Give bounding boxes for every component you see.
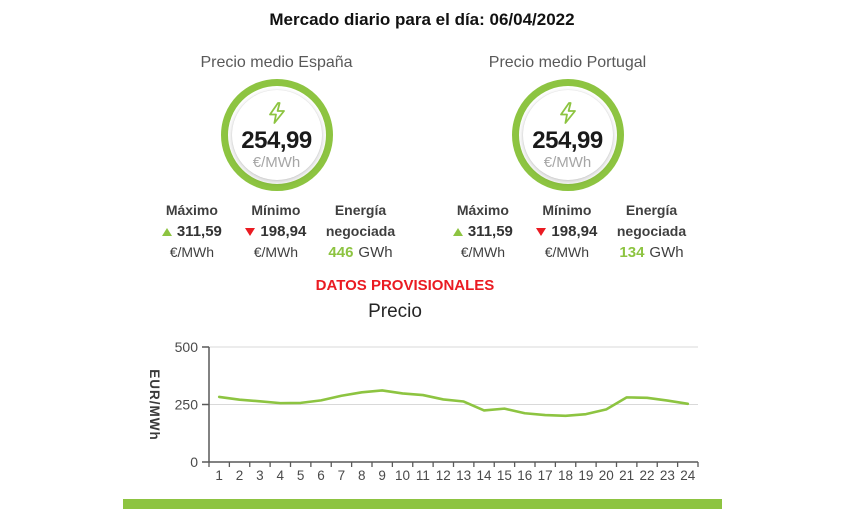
up-triangle-icon (161, 227, 172, 236)
x-tick-label: 12 (436, 468, 451, 483)
x-tick-label: 9 (378, 468, 386, 483)
x-tick-label: 15 (497, 468, 512, 483)
spain-energy-label-1: Energía (334, 202, 387, 218)
portugal-energy-unit: GWh (649, 244, 684, 261)
x-tick-label: 20 (599, 468, 614, 483)
bottom-accent-bar (123, 499, 722, 509)
portugal-energy-value: 134 (619, 244, 645, 261)
x-tick-label: 2 (236, 468, 244, 483)
x-tick-label: 11 (416, 468, 430, 483)
x-tick-label: 10 (395, 468, 410, 483)
spain-min-value: 198,94 (260, 223, 307, 240)
spain-energy-stat: Energía negociada 446 GWh (326, 200, 395, 263)
gauge-portugal-unit: €/MWh (543, 153, 592, 171)
portugal-energy-label-1: Energía (625, 202, 678, 218)
spain-energy-label-2: negociada (325, 223, 396, 239)
spain-min-stat: Mínimo 198,94 €/MWh (242, 200, 310, 263)
y-tick-label: 250 (175, 397, 199, 413)
spain-max-stat: Máximo 311,59 €/MWh (158, 200, 226, 263)
average-price-gauges: Precio medio España 254,99 €/MWh Máximo … (0, 54, 844, 263)
x-tick-label: 19 (578, 468, 593, 483)
spain-energy-unit: GWh (358, 244, 393, 261)
spain-max-label: Máximo (165, 202, 218, 218)
y-axis-title: EUR/MWh (147, 369, 162, 441)
x-tick-label: 18 (558, 468, 573, 483)
portugal-max-value: 311,59 (467, 223, 513, 240)
lightning-bolt-icon (556, 99, 580, 127)
portugal-max-unit: €/MWh (460, 244, 506, 260)
gauge-portugal-circle: 254,99 €/MWh (511, 79, 624, 191)
spain-min-label: Mínimo (251, 202, 301, 218)
portugal-min-unit: €/MWh (544, 244, 590, 260)
gauge-portugal-heading: Precio medio Portugal (488, 54, 647, 71)
portugal-max-label: Máximo (456, 202, 509, 218)
y-tick-label: 500 (175, 339, 199, 355)
portugal-min-value: 198,94 (551, 223, 598, 240)
down-triangle-icon (536, 227, 547, 236)
gauge-spain-unit: €/MWh (252, 153, 301, 171)
spain-max-unit: €/MWh (169, 244, 215, 260)
x-tick-label: 5 (297, 468, 305, 483)
portugal-min-stat: Mínimo 198,94 €/MWh (533, 200, 601, 263)
x-tick-label: 21 (619, 468, 634, 483)
x-tick-label: 16 (517, 468, 532, 483)
gauge-portugal: Precio medio Portugal 254,99 €/MWh Máxim… (445, 54, 690, 263)
x-tick-label: 24 (680, 468, 696, 483)
portugal-max-stat: Máximo 311,59 €/MWh (449, 200, 517, 263)
page-title: Mercado diario para el día: 06/04/2022 (269, 10, 575, 29)
portugal-energy-label-2: negociada (616, 223, 687, 239)
spain-max-value: 311,59 (176, 223, 222, 240)
x-tick-label: 8 (358, 468, 366, 483)
x-tick-label: 3 (256, 468, 264, 483)
x-tick-label: 14 (477, 468, 493, 483)
x-tick-label: 7 (338, 468, 346, 483)
portugal-min-label: Mínimo (542, 202, 592, 218)
y-tick-label: 0 (190, 454, 198, 470)
down-triangle-icon (245, 227, 256, 236)
x-tick-label: 1 (215, 468, 223, 483)
chart-title: Precio (368, 301, 422, 322)
x-tick-label: 23 (660, 468, 675, 483)
x-tick-label: 6 (317, 468, 325, 483)
x-tick-label: 22 (640, 468, 655, 483)
x-tick-label: 13 (456, 468, 471, 483)
gauge-portugal-value: 254,99 (532, 126, 603, 154)
gauge-spain-circle: 254,99 €/MWh (220, 79, 333, 191)
spain-min-unit: €/MWh (253, 244, 299, 260)
lightning-bolt-icon (265, 99, 289, 127)
up-triangle-icon (452, 227, 463, 236)
portugal-energy-stat: Energía negociada 134 GWh (617, 200, 686, 263)
price-series-line (217, 389, 690, 418)
provisional-data-notice: DATOS PROVISIONALES (315, 277, 495, 294)
gauge-spain-heading: Precio medio España (200, 54, 353, 71)
x-tick-label: 4 (277, 468, 285, 483)
spain-energy-value: 446 (328, 244, 354, 261)
gauge-spain-value: 254,99 (241, 126, 312, 154)
gauge-spain: Precio medio España 254,99 €/MWh Máximo … (154, 54, 399, 263)
x-tick-label: 17 (538, 468, 553, 483)
